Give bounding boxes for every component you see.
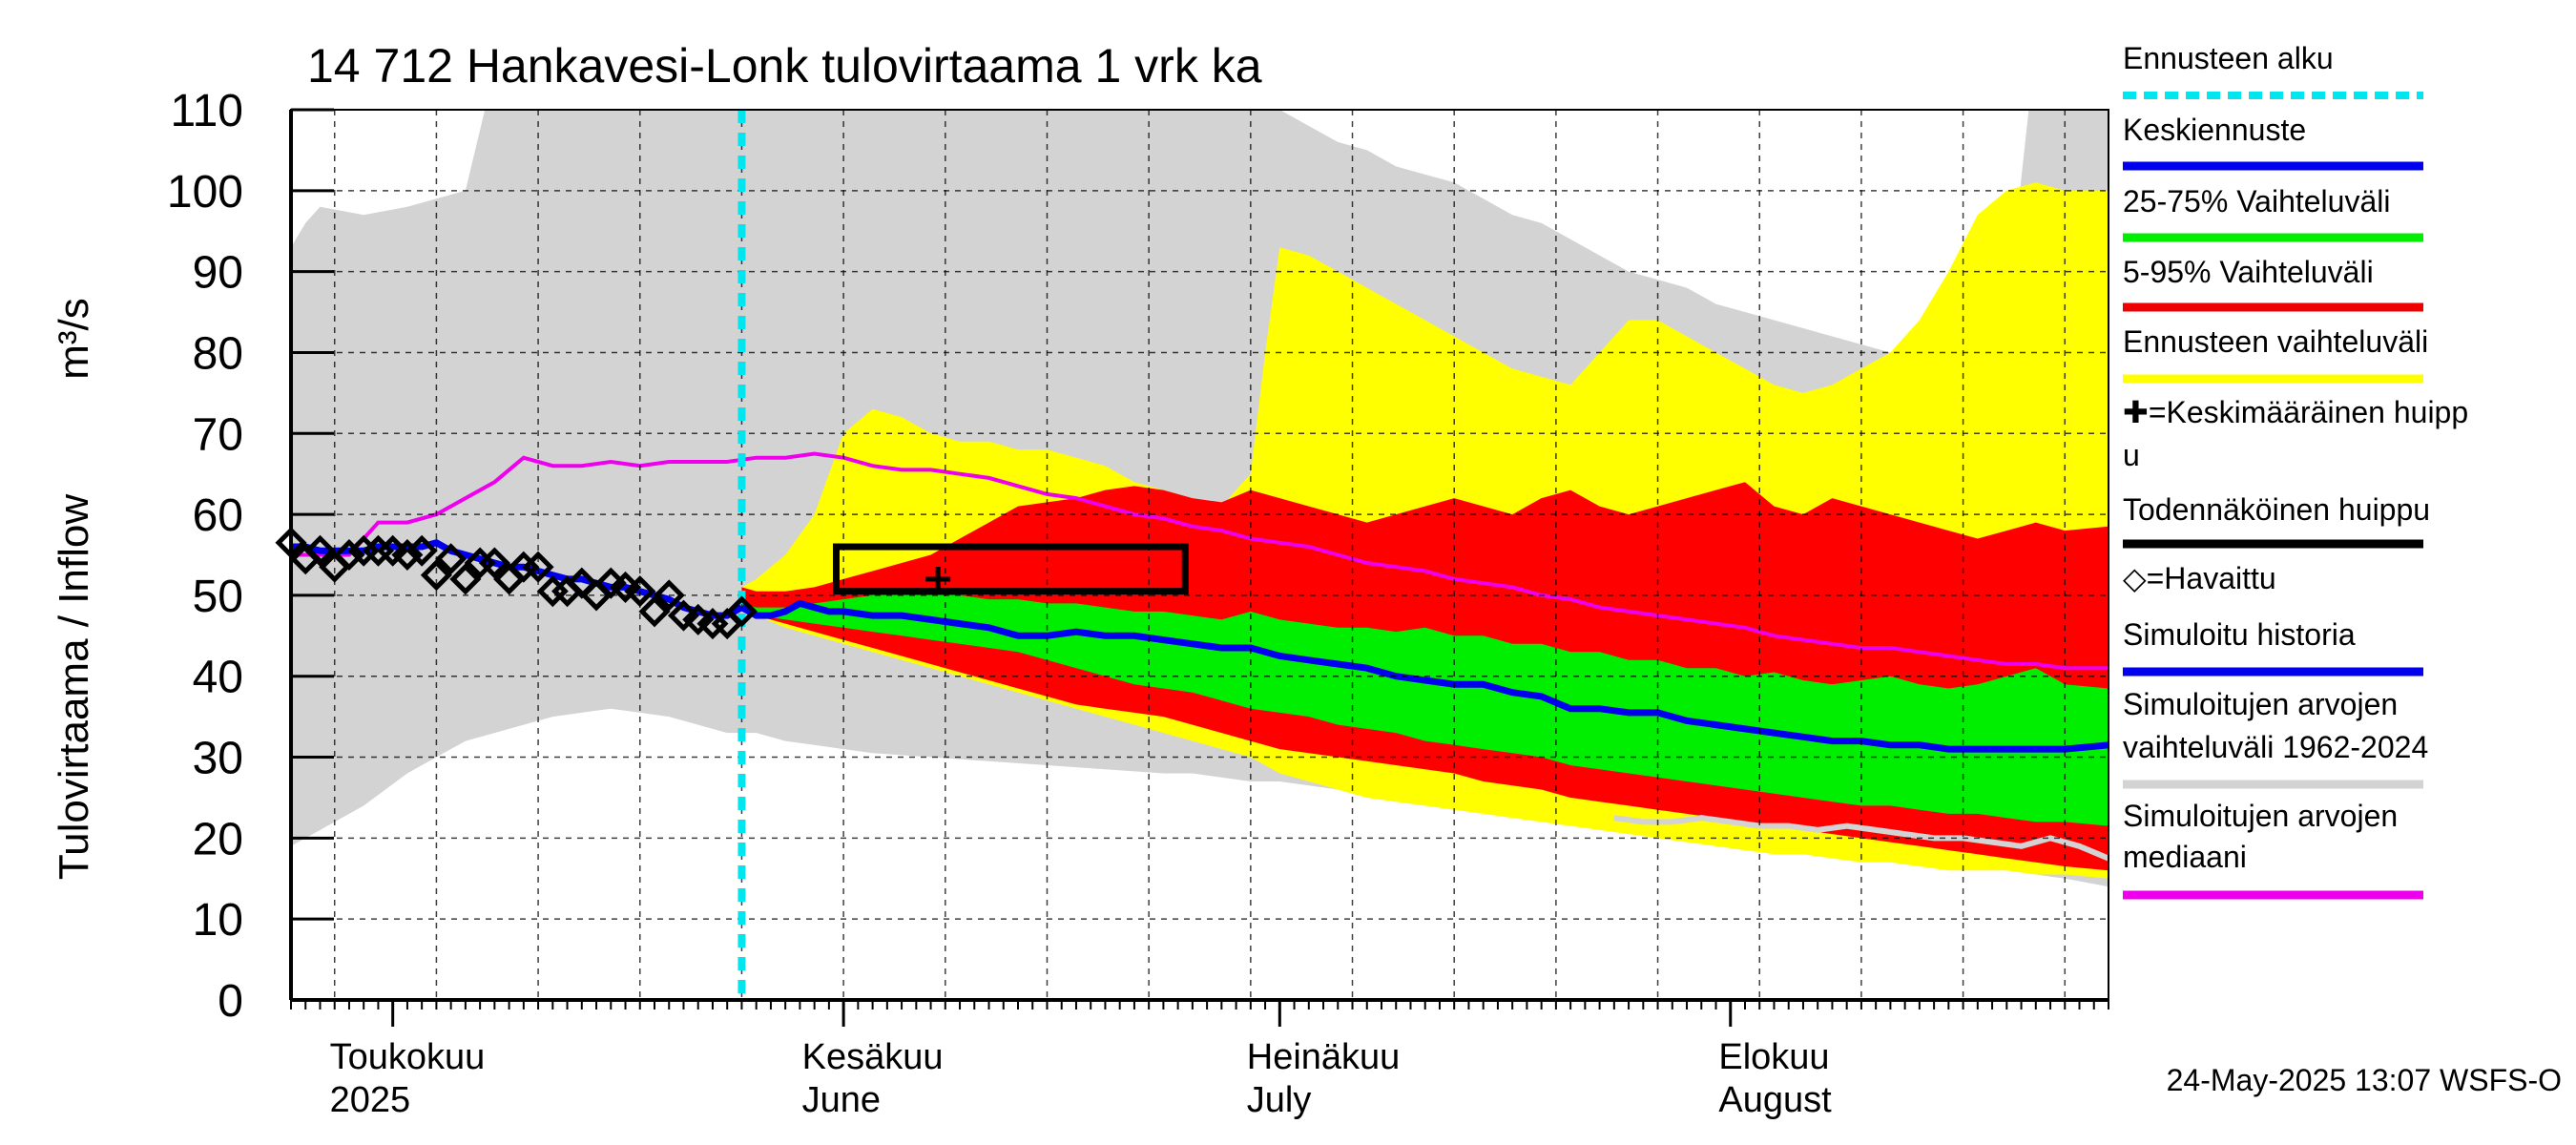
legend-label: ✚=Keskimääräinen huipp bbox=[2123, 395, 2468, 429]
legend-label: Ennusteen alku bbox=[2123, 41, 2334, 75]
mean-forecast-line bbox=[739, 599, 2109, 753]
month-label: Kesäkuu bbox=[802, 1037, 944, 1077]
y-tick-label: 20 bbox=[193, 814, 243, 864]
observed-point bbox=[478, 547, 510, 579]
legend-label: Ennusteen vaihteluväli bbox=[2123, 324, 2428, 359]
legend-label: Todennäköinen huippu bbox=[2123, 492, 2430, 527]
y-axis-unit: m³/s bbox=[51, 298, 97, 380]
legend-label-line2: u bbox=[2123, 438, 2140, 472]
month-sublabel: June bbox=[802, 1080, 881, 1120]
y-tick-label: 0 bbox=[218, 976, 243, 1027]
legend-label: Simuloitujen arvojen bbox=[2123, 799, 2398, 833]
legend-label: ◇=Havaittu bbox=[2123, 561, 2276, 595]
observed-point bbox=[303, 534, 337, 567]
observed-point bbox=[653, 579, 685, 612]
plot-area bbox=[275, 109, 2109, 1001]
legend-label-line2: mediaani bbox=[2123, 840, 2247, 874]
y-tick-label: 50 bbox=[193, 572, 243, 622]
observed-point bbox=[435, 543, 467, 575]
observed-point bbox=[638, 595, 671, 628]
observed-point bbox=[405, 534, 438, 567]
legend-label: 5-95% Vaihteluväli bbox=[2123, 255, 2374, 289]
y-tick-label: 80 bbox=[193, 328, 243, 379]
mean-peak-marker bbox=[925, 566, 951, 592]
legend-label-line2: vaihteluväli 1962-2024 bbox=[2123, 730, 2428, 764]
observed-point bbox=[333, 538, 365, 572]
legend-label: 25-75% Vaihteluväli bbox=[2123, 184, 2390, 219]
y-tick-label: 100 bbox=[167, 167, 243, 218]
month-label: Toukokuu bbox=[330, 1037, 486, 1077]
simulated-median-line bbox=[291, 451, 2109, 671]
month-sublabel: July bbox=[1247, 1080, 1312, 1120]
month-label: Heinäkuu bbox=[1247, 1037, 1401, 1077]
y-tick-label: 90 bbox=[193, 248, 243, 299]
probable-peak-box bbox=[833, 543, 1189, 595]
y-tick-label: 110 bbox=[170, 86, 243, 136]
p25-75-band bbox=[741, 594, 2109, 826]
month-sublabel: August bbox=[1718, 1080, 1832, 1120]
month-sublabel: 2025 bbox=[330, 1080, 411, 1120]
legend-label: Keskiennuste bbox=[2123, 113, 2306, 147]
observed-point bbox=[624, 575, 656, 608]
y-tick-label: 30 bbox=[193, 734, 243, 784]
month-label: Elokuu bbox=[1718, 1037, 1829, 1077]
observed-point bbox=[420, 559, 452, 592]
y-tick-label: 40 bbox=[193, 653, 243, 703]
y-axis-label: Tulovirtaama / Inflow bbox=[51, 494, 97, 881]
observed-point bbox=[449, 563, 482, 595]
timestamp: 24-May-2025 13:07 WSFS-O bbox=[2167, 1063, 2562, 1097]
y-tick-label: 70 bbox=[193, 409, 243, 460]
legend-label: Simuloitu historia bbox=[2123, 617, 2356, 652]
y-tick-label: 60 bbox=[193, 490, 243, 541]
historical-median-overlay bbox=[1613, 815, 2109, 862]
legend-label: Simuloitujen arvojen bbox=[2123, 687, 2398, 721]
chart-title: 14 712 Hankavesi-Lonk tulovirtaama 1 vrk… bbox=[307, 39, 1262, 93]
observed-point bbox=[391, 538, 424, 572]
y-tick-label: 10 bbox=[193, 895, 243, 946]
observed-point bbox=[522, 551, 554, 583]
legend: Ennusteen alku Keskiennuste 25-75% Vaihtel… bbox=[2123, 41, 2468, 900]
observed-point bbox=[725, 595, 758, 628]
